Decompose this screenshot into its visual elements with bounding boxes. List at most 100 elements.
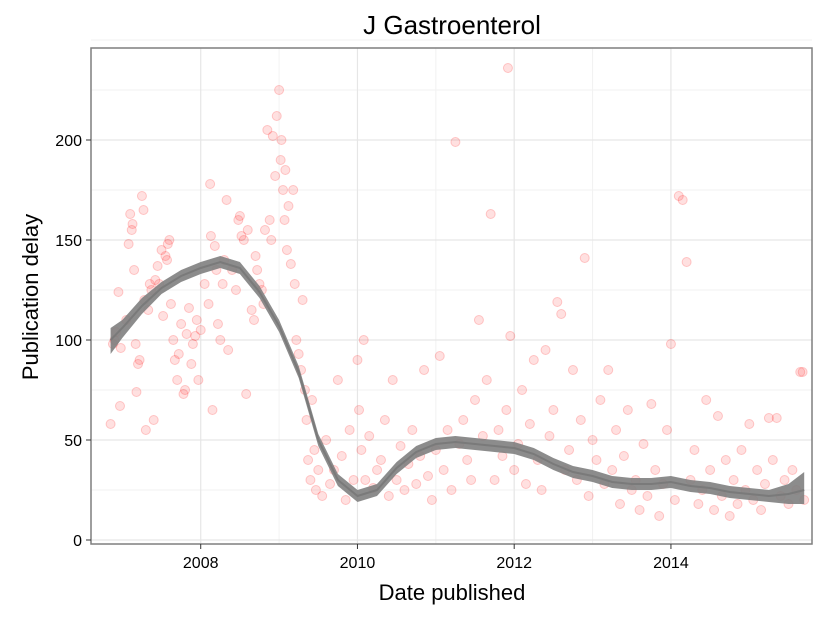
data-point <box>591 455 602 465</box>
data-point <box>407 425 418 435</box>
data-point <box>301 415 312 425</box>
data-point <box>168 335 179 345</box>
data-point <box>291 335 302 345</box>
data-point <box>583 491 594 501</box>
data-point <box>720 455 731 465</box>
data-point <box>689 445 700 455</box>
data-point <box>634 505 645 515</box>
data-point <box>662 425 673 435</box>
data-point <box>127 219 138 229</box>
data-point <box>795 367 806 377</box>
data-point <box>763 413 774 423</box>
data-point <box>252 265 263 275</box>
data-point <box>297 295 308 305</box>
data-point <box>411 479 422 489</box>
data-point <box>520 479 531 489</box>
data-point <box>728 475 739 485</box>
data-point <box>681 257 692 267</box>
data-point <box>481 375 492 385</box>
data-point <box>556 309 567 319</box>
data-point <box>250 251 261 261</box>
data-point <box>212 319 223 329</box>
data-point <box>358 335 369 345</box>
data-point <box>587 435 598 445</box>
data-point <box>614 499 625 509</box>
x-tick-label: 2010 <box>340 555 376 572</box>
data-point <box>756 505 767 515</box>
axis-ticks: 2008 2010 2012 2014 0 50 100 150 200 <box>55 133 689 572</box>
data-point <box>199 279 210 289</box>
data-point <box>552 297 563 307</box>
data-point <box>223 345 234 355</box>
data-point <box>724 511 735 521</box>
data-point <box>129 265 140 275</box>
data-point <box>279 215 290 225</box>
data-point <box>172 375 183 385</box>
x-tick-label: 2014 <box>653 555 689 572</box>
data-point <box>673 191 684 201</box>
data-point <box>797 367 808 377</box>
data-point <box>646 399 657 409</box>
data-point <box>285 259 296 269</box>
data-point <box>564 445 575 455</box>
data-point <box>160 251 171 261</box>
data-point <box>241 389 252 399</box>
data-point <box>489 475 500 485</box>
data-point <box>280 165 291 175</box>
data-point <box>325 479 336 489</box>
data-point <box>544 431 555 441</box>
data-point <box>446 485 457 495</box>
data-point <box>144 279 155 289</box>
data-point <box>466 475 477 485</box>
data-point <box>186 359 197 369</box>
data-point <box>771 413 782 423</box>
data-point <box>215 335 226 345</box>
data-point <box>665 339 676 349</box>
y-tick-label: 150 <box>55 233 82 250</box>
data-point <box>113 287 124 297</box>
data-point <box>130 339 141 349</box>
data-point <box>383 491 394 501</box>
x-axis-title: Date published <box>379 580 526 605</box>
data-point <box>354 405 365 415</box>
data-point <box>332 375 343 385</box>
data-point <box>281 245 292 255</box>
data-point <box>744 419 755 429</box>
data-point <box>701 395 712 405</box>
data-point <box>138 205 149 215</box>
data-point <box>379 415 390 425</box>
data-point <box>221 195 232 205</box>
data-point <box>434 351 445 361</box>
data-point <box>387 375 398 385</box>
data-point <box>303 455 314 465</box>
data-point <box>181 329 192 339</box>
data-point <box>505 331 516 341</box>
data-point <box>375 455 386 465</box>
data-point <box>114 401 125 411</box>
data-point <box>125 209 136 219</box>
data-point <box>321 435 332 445</box>
data-point <box>242 225 253 235</box>
data-point <box>264 215 275 225</box>
data-point <box>238 235 249 245</box>
data-point <box>195 325 206 335</box>
data-point <box>136 191 147 201</box>
data-point <box>183 303 194 313</box>
data-point <box>230 285 241 295</box>
data-point <box>289 279 300 289</box>
data-point <box>622 405 633 415</box>
data-point <box>156 245 167 255</box>
data-point <box>372 465 383 475</box>
data-point <box>313 465 324 475</box>
data-point <box>458 415 469 425</box>
data-point <box>270 171 281 181</box>
y-tick-label: 50 <box>64 433 82 450</box>
data-point <box>233 215 244 225</box>
data-point <box>732 499 743 509</box>
data-point <box>595 395 606 405</box>
data-point <box>603 365 614 375</box>
data-point <box>567 365 578 375</box>
data-point <box>126 225 137 235</box>
